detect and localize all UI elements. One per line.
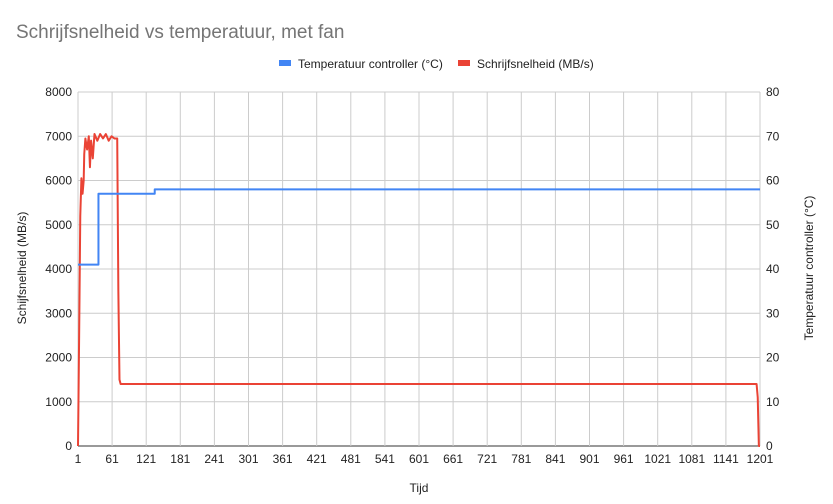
y-left-tick-label: 2000 <box>45 351 72 365</box>
y-right-tick-label: 70 <box>766 129 780 143</box>
x-tick-label: 241 <box>204 452 224 466</box>
y-left-tick-label: 8000 <box>45 85 72 99</box>
x-tick-label: 121 <box>136 452 156 466</box>
series-line-speed <box>77 133 760 447</box>
y-right-tick-label: 20 <box>766 351 780 365</box>
legend: Temperatuur controller (°C) Schrijfsnelh… <box>279 57 594 71</box>
x-tick-label: 481 <box>341 452 361 466</box>
x-tick-label: 181 <box>170 452 190 466</box>
x-tick-label: 841 <box>545 452 565 466</box>
y-left-tick-label: 5000 <box>45 218 72 232</box>
x-tick-label: 361 <box>273 452 293 466</box>
y-right-tick-label: 10 <box>766 395 780 409</box>
y-left-tick-label: 4000 <box>45 262 72 276</box>
legend-label-speed: Schrijfsnelheid (MB/s) <box>477 57 594 71</box>
y-left-tick-label: 3000 <box>45 306 72 320</box>
legend-label-temperature: Temperatuur controller (°C) <box>298 57 443 71</box>
x-tick-label: 61 <box>105 452 119 466</box>
x-axis-ticks: 1 61 121 181 241 301 361 421 481 541 601 661 721 781 8… <box>75 452 774 466</box>
y-axis-left-label: Schijfsnelheid (MB/s) <box>15 212 29 325</box>
x-tick-label: 541 <box>375 452 395 466</box>
y-axis-right-label: Temperatuur controller (°C) <box>802 196 816 341</box>
y-right-tick-label: 50 <box>766 218 780 232</box>
y-axis-left-ticks: 0 1000 2000 3000 4000 5000 6000 7000 8000 <box>45 85 72 453</box>
y-left-tick-label: 1000 <box>45 395 72 409</box>
x-tick-label: 721 <box>477 452 497 466</box>
x-tick-label: 301 <box>238 452 258 466</box>
y-left-tick-label: 7000 <box>45 129 72 143</box>
x-tick-label: 781 <box>511 452 531 466</box>
y-right-tick-label: 60 <box>766 174 780 188</box>
x-tick-label: 1 <box>75 452 82 466</box>
x-tick-label: 1081 <box>678 452 705 466</box>
x-tick-label: 421 <box>307 452 327 466</box>
x-tick-label: 1021 <box>644 452 671 466</box>
x-tick-label: 1141 <box>713 452 739 466</box>
x-tick-label: 661 <box>443 452 463 466</box>
legend-swatch-speed <box>458 60 470 66</box>
x-tick-label: 1201 <box>747 452 774 466</box>
y-left-tick-label: 6000 <box>45 174 72 188</box>
y-right-tick-label: 0 <box>766 439 773 453</box>
chart-title: Schrijfsnelheid vs temperatuur, met fan <box>16 22 344 43</box>
y-axis-right-ticks: 0 10 20 30 40 50 60 70 80 <box>766 85 780 453</box>
legend-swatch-temperature <box>279 60 291 66</box>
x-tick-label: 601 <box>409 452 429 466</box>
y-right-tick-label: 80 <box>766 85 780 99</box>
series-layer <box>77 133 760 447</box>
grid <box>77 91 761 447</box>
x-axis-label: Tijd <box>410 481 429 495</box>
x-tick-label: 961 <box>614 452 634 466</box>
y-right-tick-label: 40 <box>766 262 780 276</box>
series-line-temperature <box>78 188 760 266</box>
x-tick-label: 901 <box>579 452 599 466</box>
y-right-tick-label: 30 <box>766 306 780 320</box>
y-left-tick-label: 0 <box>65 439 72 453</box>
